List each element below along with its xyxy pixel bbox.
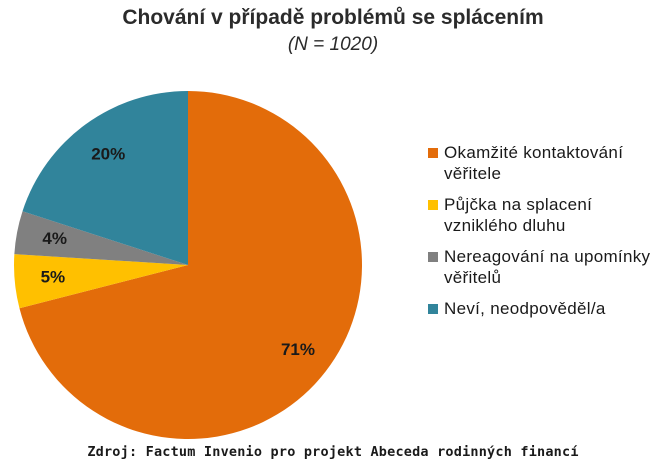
legend-label-0: Okamžité kontaktování věřitele xyxy=(444,143,624,183)
legend-label-3: Neví, neodpověděl/a xyxy=(444,299,606,318)
slice-label-3: 20% xyxy=(91,145,125,164)
legend-label-2: Nereagování na upomínky věřitelů xyxy=(444,247,651,287)
legend-item-3: Neví, neodpověděl/a xyxy=(428,298,664,319)
slice-label-1: 5% xyxy=(41,267,66,286)
source-note: Zdroj: Factum Invenio pro projekt Abeced… xyxy=(87,444,579,460)
legend-item-0: Okamžité kontaktování věřitele xyxy=(428,142,664,184)
pie-slice-0 xyxy=(19,91,363,439)
legend-swatch-2 xyxy=(428,252,438,262)
legend-label-1: Půjčka na splacení vzniklého dluhu xyxy=(444,195,593,235)
legend-swatch-3 xyxy=(428,304,438,314)
slice-label-2: 4% xyxy=(42,229,67,248)
legend-item-1: Půjčka na splacení vzniklého dluhu xyxy=(428,194,664,236)
legend-item-2: Nereagování na upomínky věřitelů xyxy=(428,246,664,288)
pie-slice-2 xyxy=(14,211,188,265)
legend: Okamžité kontaktování věřitele Půjčka na … xyxy=(428,142,664,329)
legend-swatch-0 xyxy=(428,148,438,158)
chart-title: Chování v případě problémů se splácením xyxy=(122,6,544,29)
legend-swatch-1 xyxy=(428,200,438,210)
slice-label-0: 71% xyxy=(281,340,315,359)
pie-slice-1 xyxy=(13,254,188,309)
pie-slice-3 xyxy=(22,91,188,265)
chart-subtitle: (N = 1020) xyxy=(287,34,379,55)
